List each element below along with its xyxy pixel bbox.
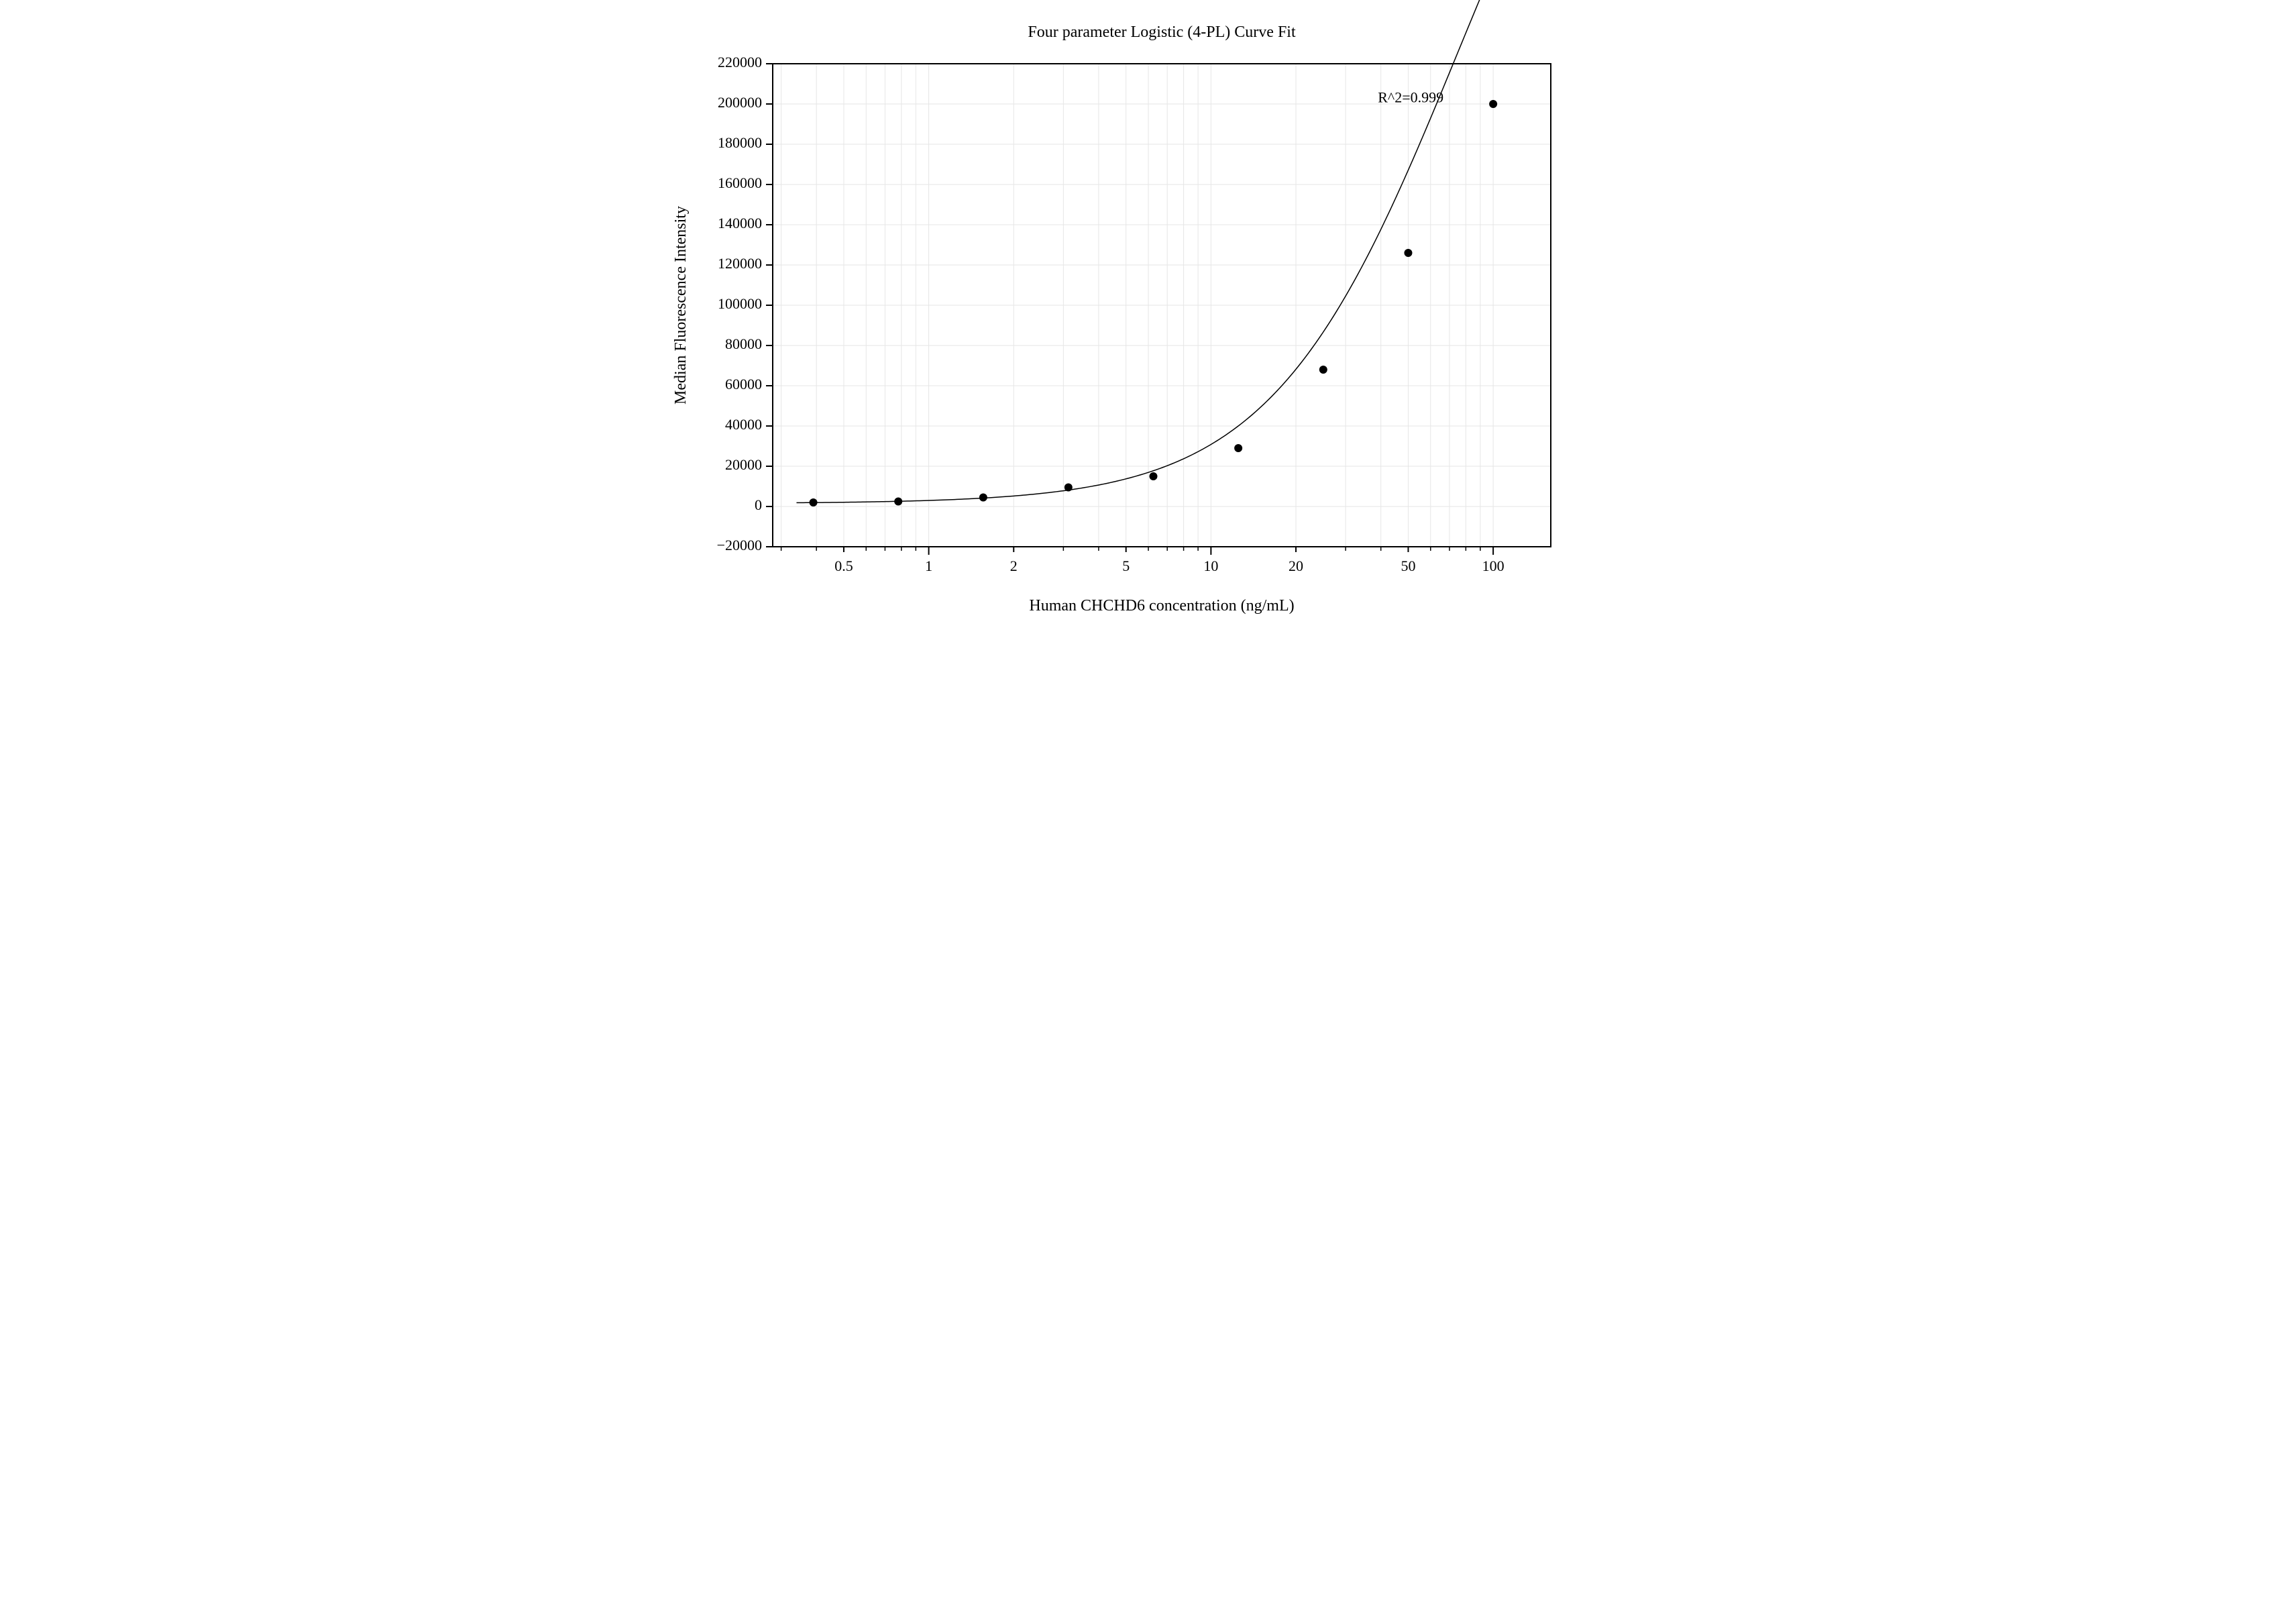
data-point	[894, 498, 902, 506]
x-tick-label: 20	[1289, 557, 1303, 574]
x-tick-label: 5	[1122, 557, 1130, 574]
y-tick-label: 180000	[718, 134, 762, 151]
x-axis-label: Human CHCHD6 concentration (ng/mL)	[1029, 597, 1294, 614]
x-tick-label: 0.5	[834, 557, 853, 574]
data-point	[979, 494, 987, 502]
y-tick-label: 200000	[718, 94, 762, 111]
x-tick-label: 100	[1482, 557, 1504, 574]
chart-container: −20000 0 20000 40000 60000 80000 100000 120000 1…	[639, 0, 1658, 713]
x-tick-label: 50	[1401, 557, 1415, 574]
y-tick-label: 20000	[725, 456, 762, 473]
y-tick-label: −20000	[716, 537, 761, 553]
y-tick-label: 120000	[718, 255, 762, 272]
y-tick-label: 140000	[718, 215, 762, 231]
y-tick-label: 0	[755, 496, 762, 513]
data-point	[809, 498, 817, 506]
data-point	[1234, 444, 1242, 452]
data-point	[1149, 472, 1157, 480]
y-axis-label: Median Fluorescence Intensity	[672, 206, 690, 405]
data-point	[1064, 484, 1072, 492]
data-point	[1404, 249, 1412, 257]
chart-svg: −20000 0 20000 40000 60000 80000 100000 120000 1…	[639, 0, 1658, 713]
chart-title: Four parameter Logistic (4-PL) Curve Fit	[1028, 23, 1296, 41]
y-tick-label: 100000	[718, 295, 762, 312]
y-tick-label: 160000	[718, 174, 762, 191]
data-point	[1489, 100, 1497, 108]
y-tick-label: 60000	[725, 376, 762, 392]
r-squared-annotation: R^2=0.999	[1378, 89, 1443, 106]
y-tick-label: 220000	[718, 54, 762, 70]
x-tick-label: 1	[925, 557, 932, 574]
x-tick-label: 2	[1009, 557, 1017, 574]
y-tick-label: 40000	[725, 416, 762, 433]
y-tick-label: 80000	[725, 335, 762, 352]
data-point	[1319, 366, 1327, 374]
x-tick-label: 10	[1203, 557, 1218, 574]
